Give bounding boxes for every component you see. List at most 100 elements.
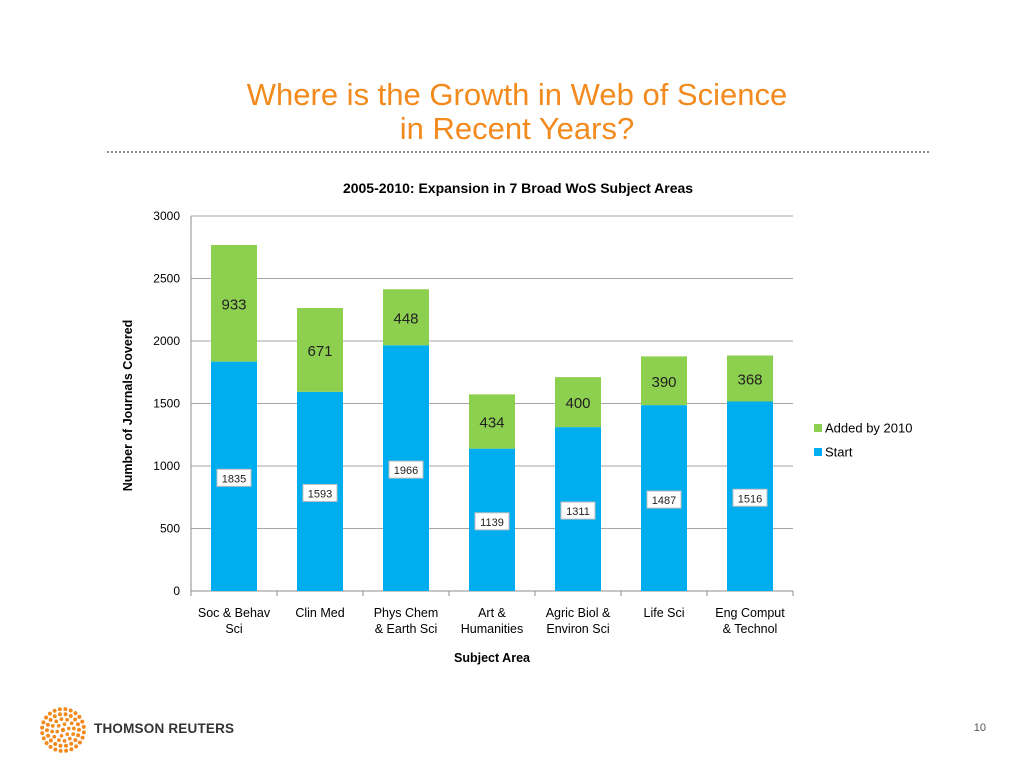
data-label-start: 1835 [222, 473, 246, 485]
data-label-start-box [646, 490, 682, 509]
logo-dot [41, 720, 46, 725]
logo-dot [69, 741, 74, 746]
logo-dot [63, 707, 68, 712]
data-label-start: 1593 [308, 488, 332, 500]
page-number: 10 [973, 722, 986, 734]
logo-dot [60, 727, 66, 733]
logo-dot [41, 736, 46, 741]
data-label-start-box [388, 460, 424, 479]
data-label-added: 671 [307, 343, 332, 360]
logo-dot [81, 724, 86, 729]
x-axis-title: Subject Area [454, 651, 531, 665]
logo-dot [69, 747, 74, 752]
logo-dot [46, 733, 51, 738]
chart-title: 2005-2010: Expansion in 7 Broad WoS Subj… [343, 180, 693, 196]
logo-dot [45, 722, 50, 727]
logo-dot [59, 717, 64, 722]
data-label-start: 1966 [394, 465, 418, 477]
data-label-start: 1139 [480, 517, 504, 529]
logo-dot [76, 727, 81, 732]
logo-dot [56, 738, 61, 743]
logo-dot [56, 723, 61, 728]
logo-dot [59, 734, 64, 738]
data-label-added: 434 [479, 415, 504, 432]
legend-swatch [814, 448, 822, 456]
x-category-label: Clin Med [295, 606, 344, 620]
y-tick-label: 1500 [153, 397, 180, 411]
title-divider [107, 151, 929, 153]
logo-dot [80, 719, 85, 724]
logo-dot [66, 726, 71, 731]
logo-dot [62, 722, 67, 726]
logo-dot [69, 721, 74, 726]
logo-dot [71, 726, 76, 731]
logo-dot [44, 715, 49, 720]
bar-added [469, 394, 515, 449]
data-label-start-box [474, 512, 510, 531]
bar-added [297, 308, 343, 392]
logo-dot [57, 707, 62, 712]
logo-dot [40, 731, 45, 736]
x-category-label: Phys Chem [374, 606, 439, 620]
x-category-label: & Earth Sci [375, 622, 438, 636]
logo-dot [68, 708, 73, 713]
data-label-added: 933 [221, 296, 246, 313]
logo-dot [47, 711, 52, 716]
thomson-reuters-dot-logo-icon [40, 707, 86, 753]
y-tick-label: 0 [173, 584, 180, 598]
x-category-label: Eng Comput [715, 606, 785, 620]
logo-dot [58, 743, 63, 748]
logo-dot [54, 719, 59, 724]
logo-dot [48, 744, 53, 749]
data-label-start-box [732, 488, 768, 507]
y-tick-label: 2500 [153, 272, 180, 286]
x-category-label: Life Sci [644, 606, 685, 620]
x-category-label: Sci [225, 622, 242, 636]
logo-dot [50, 723, 55, 728]
logo-dot [57, 712, 62, 717]
y-tick-label: 1000 [153, 459, 180, 473]
x-category-label: Art & [478, 606, 506, 620]
logo-dot [73, 711, 78, 716]
logo-dot [81, 730, 86, 735]
bar-added [383, 289, 429, 346]
x-category-label: Humanities [461, 622, 524, 636]
bar-added [727, 355, 773, 402]
logo-dot [58, 748, 63, 753]
data-label-added: 368 [737, 372, 762, 389]
y-tick-label: 500 [160, 522, 180, 536]
logo-dot [44, 741, 49, 746]
logo-dot [50, 729, 55, 734]
data-label-added: 448 [393, 310, 418, 327]
logo-dot [65, 732, 70, 737]
logo-dot [45, 728, 50, 733]
logo-dot [62, 738, 67, 743]
logo-dot [48, 717, 53, 722]
logo-dot [48, 738, 53, 743]
stacked-bar-chart: 2005-2010: Expansion in 7 Broad WoS Subj… [121, 180, 912, 665]
slide-title: Where is the Growth in Web of Science in… [0, 78, 1024, 146]
bar-added [555, 377, 601, 428]
logo-dot [40, 725, 45, 730]
legend-swatch [814, 424, 822, 432]
logo-dot [52, 714, 57, 719]
data-label-start-box [302, 483, 338, 502]
data-label-start-box [216, 468, 252, 487]
data-label-start-box [560, 501, 596, 520]
logo-dot [73, 717, 78, 722]
footer-brand: THOMSON REUTERS [94, 721, 235, 736]
y-axis-title: Number of Journals Covered [121, 320, 135, 492]
data-label-start: 1516 [738, 493, 762, 505]
logo-dot [74, 744, 79, 749]
logo-dot [53, 741, 58, 746]
data-label-added: 400 [565, 395, 590, 412]
logo-dot [52, 708, 57, 713]
logo-dot [76, 733, 81, 738]
logo-dot [64, 743, 69, 748]
logo-dot [67, 736, 72, 741]
x-category-label: Environ Sci [546, 622, 609, 636]
slide-title-line-2: in Recent Years? [399, 111, 635, 146]
logo-dot [77, 740, 82, 745]
bar-added [641, 356, 687, 406]
logo-dot [52, 734, 57, 739]
